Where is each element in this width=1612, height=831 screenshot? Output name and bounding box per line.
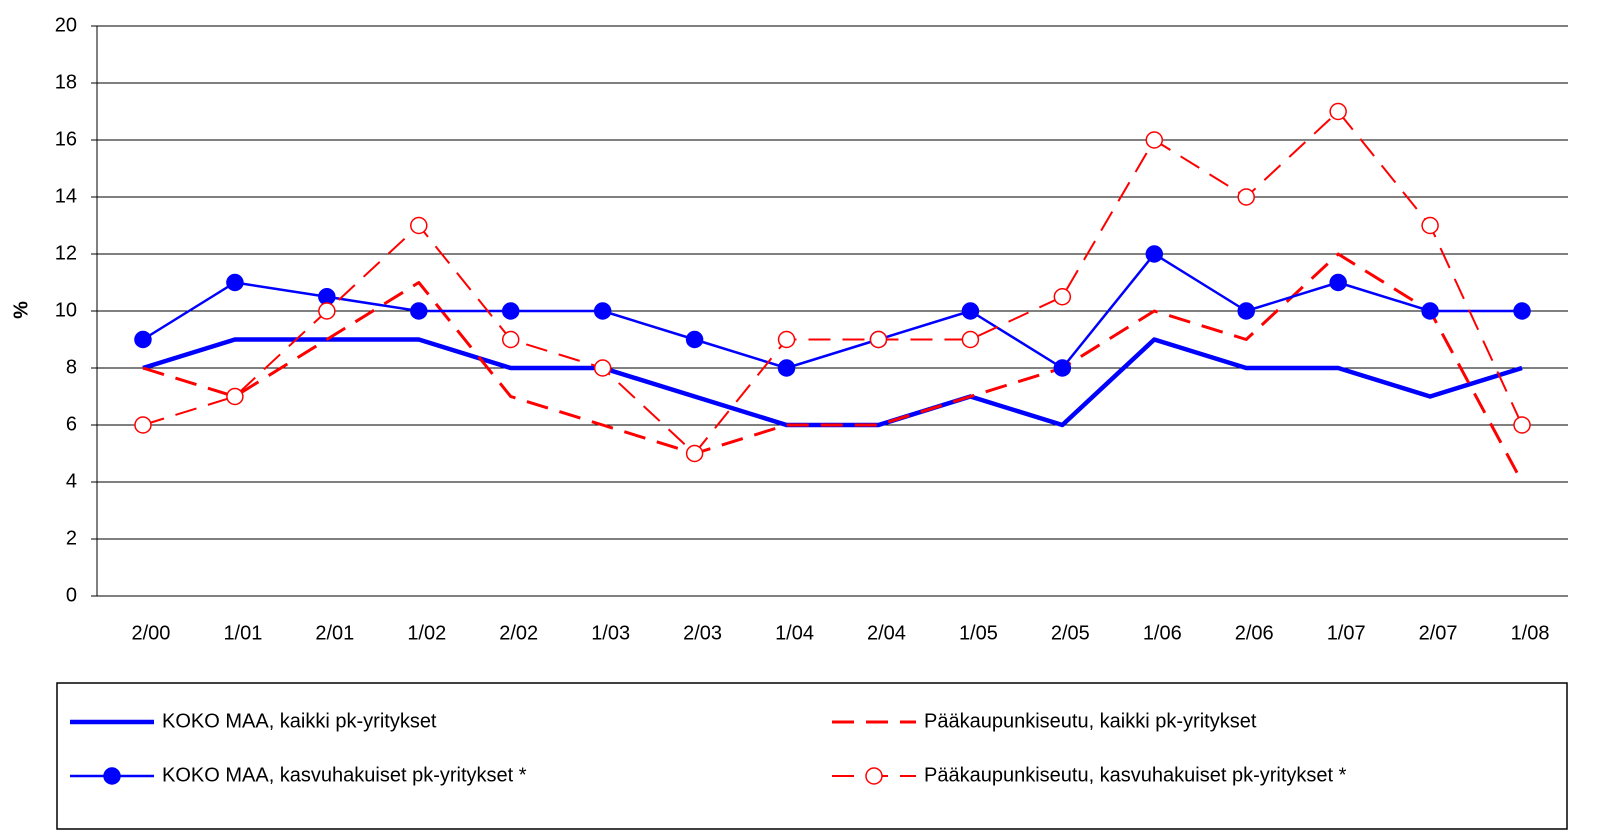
marker	[1145, 245, 1164, 263]
marker	[593, 302, 612, 320]
x-tick-label: 1/02	[407, 622, 446, 644]
y-tick-label: 16	[55, 128, 77, 150]
x-tick-label: 2/02	[499, 622, 538, 644]
y-tick-label: 4	[66, 470, 77, 492]
marker	[1237, 188, 1255, 206]
series-line	[142, 110, 1523, 455]
y-axis-label: %	[10, 301, 32, 319]
marker	[961, 330, 980, 349]
x-tick-label: 1/04	[775, 622, 814, 644]
y-tick-label: 10	[55, 299, 77, 321]
marker	[410, 302, 428, 320]
x-tick-label: 2/07	[1419, 622, 1458, 644]
legend-marker	[865, 767, 883, 785]
marker	[1421, 302, 1439, 320]
marker	[1421, 216, 1439, 235]
marker	[1237, 302, 1255, 320]
y-tick-label: 14	[55, 185, 77, 207]
legend-box	[56, 682, 1568, 830]
marker	[1145, 131, 1164, 149]
x-tick-label: 2/01	[315, 622, 354, 644]
marker	[777, 330, 796, 349]
marker	[1513, 302, 1531, 320]
x-tick-label: 1/06	[1143, 622, 1182, 644]
marker	[869, 330, 888, 349]
x-tick-label: 1/03	[591, 622, 630, 644]
legend-label: KOKO MAA, kaikki pk-yritykset	[162, 710, 437, 732]
y-tick-label: 0	[66, 584, 77, 606]
legend-marker	[103, 767, 121, 785]
marker	[777, 359, 796, 377]
marker	[961, 302, 980, 320]
marker	[1053, 288, 1072, 306]
marker	[1053, 359, 1072, 377]
marker	[685, 330, 704, 349]
y-tick-label: 2	[66, 527, 77, 549]
x-tick-label: 2/04	[867, 622, 906, 644]
series-line	[142, 337, 1523, 428]
y-tick-label: 8	[66, 356, 77, 378]
x-tick-label: 2/05	[1051, 622, 1090, 644]
y-tick-label: 18	[55, 71, 77, 93]
marker	[1329, 273, 1347, 292]
marker	[501, 302, 520, 320]
x-tick-label: 1/05	[959, 622, 998, 644]
marker	[1513, 416, 1531, 434]
legend-label: KOKO MAA, kasvuhakuiset pk-yritykset *	[162, 764, 527, 786]
x-tick-label: 2/06	[1235, 622, 1274, 644]
x-tick-label: 1/07	[1327, 622, 1366, 644]
x-tick-label: 1/08	[1511, 622, 1550, 644]
marker	[501, 330, 520, 349]
y-tick-label: 12	[55, 242, 77, 264]
x-tick-label: 2/00	[132, 622, 171, 644]
series-line	[142, 252, 1523, 370]
marker	[134, 416, 152, 434]
marker	[134, 330, 152, 349]
marker	[226, 273, 244, 292]
x-tick-label: 2/03	[683, 622, 722, 644]
marker	[1329, 102, 1347, 121]
y-tick-label: 20	[55, 14, 77, 36]
marker	[685, 444, 704, 463]
y-tick-label: 6	[66, 413, 77, 435]
x-tick-label: 1/01	[223, 622, 262, 644]
marker	[226, 387, 244, 406]
legend-label: Pääkaupunkiseutu, kasvuhakuiset pk-yrity…	[924, 764, 1347, 786]
marker	[410, 216, 428, 235]
marker	[318, 302, 336, 320]
marker	[593, 359, 612, 377]
legend-label: Pääkaupunkiseutu, kaikki pk-yritykset	[924, 710, 1257, 732]
